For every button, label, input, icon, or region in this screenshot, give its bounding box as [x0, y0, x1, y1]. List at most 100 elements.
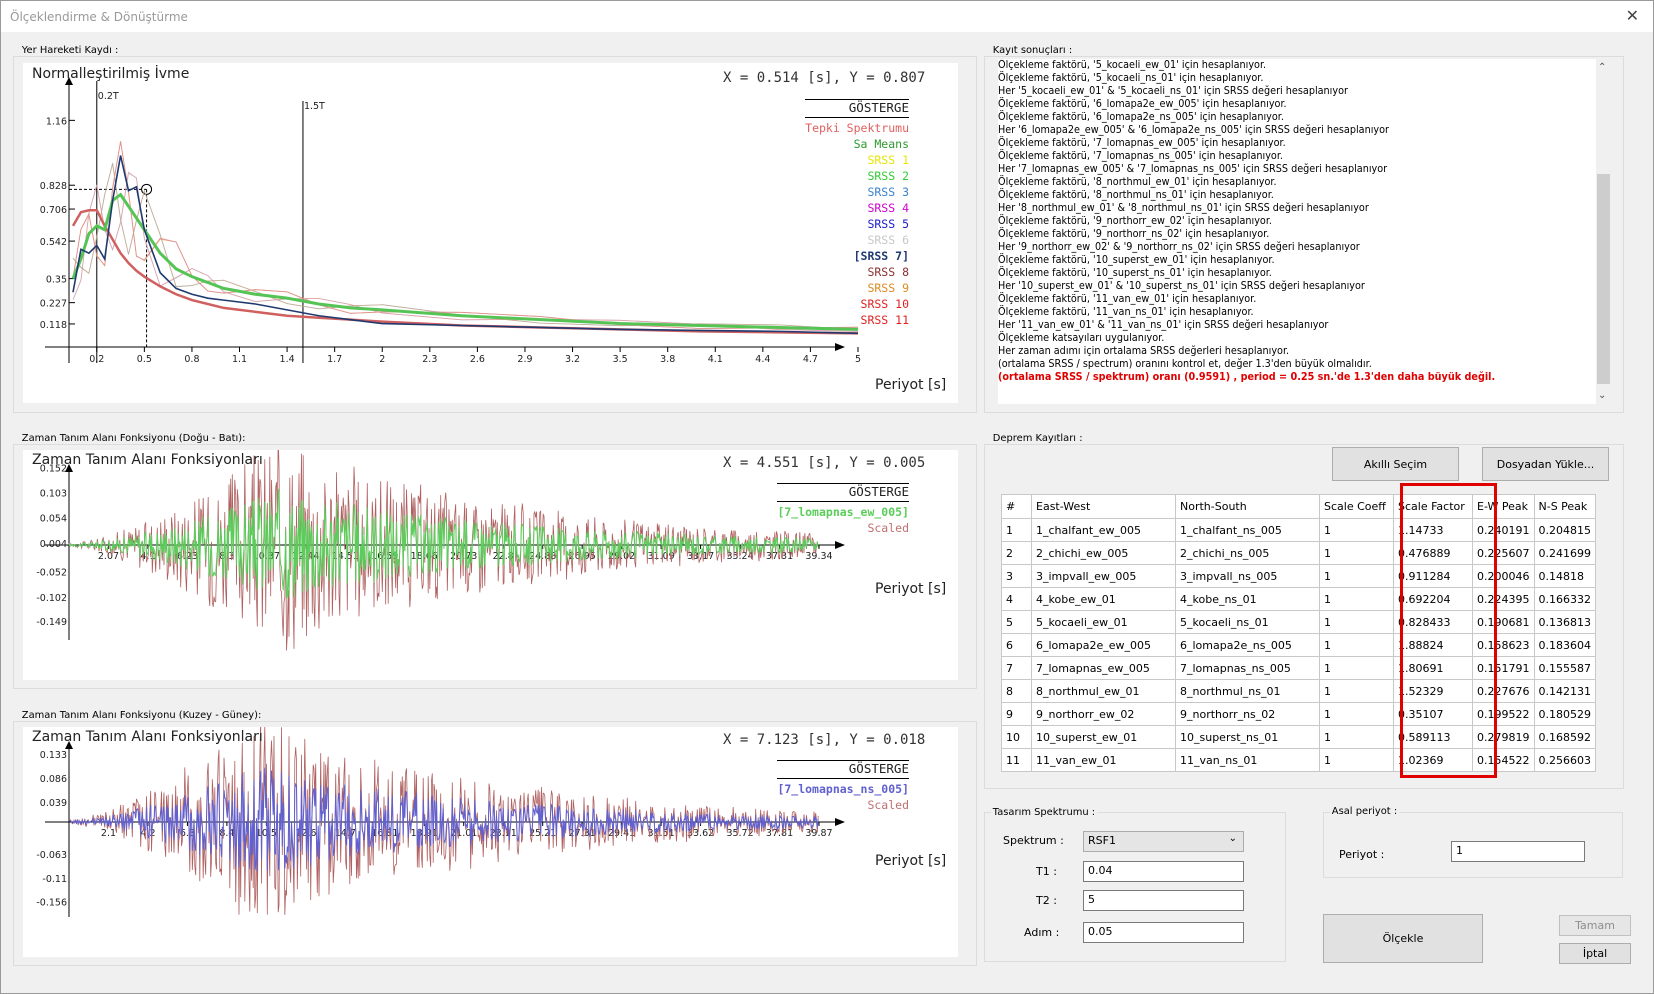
table-cell[interactable]: 10_superst_ns_01	[1175, 725, 1320, 749]
table-cell[interactable]: 3_impvall_ns_005	[1175, 564, 1320, 588]
table-cell[interactable]: 1.52329	[1393, 679, 1473, 703]
table-cell[interactable]: 0.136813	[1533, 610, 1596, 634]
table-cell[interactable]: 1	[1319, 748, 1394, 772]
table-cell[interactable]: 11_van_ew_01	[1031, 748, 1176, 772]
spectrum-plot[interactable]: 0.118 0.227 0.35 0.542 0.706 0.828 1.16 0.2 0.5 0…	[23, 63, 958, 403]
table-cell[interactable]: 0.227676	[1472, 679, 1535, 703]
table-cell[interactable]: 9_northorr_ew_02	[1031, 702, 1176, 726]
table-row[interactable]: 2 2_chichi_ew_005 2_chichi_ns_005 1 0.476889…	[1001, 541, 1596, 565]
table-cell[interactable]: 6_lomapa2e_ns_005	[1175, 633, 1320, 657]
column-header[interactable]: N-S Peak	[1533, 494, 1596, 519]
table-cell[interactable]: 0.828433	[1393, 610, 1473, 634]
table-row[interactable]: 11 11_van_ew_01 11_van_ns_01 1 1.02369 0.1545…	[1001, 748, 1596, 772]
close-icon[interactable]: ✕	[1625, 8, 1639, 25]
table-row[interactable]: 6 6_lomapa2e_ew_005 6_lomapa2e_ns_005 1 1.88…	[1001, 633, 1596, 657]
table-cell[interactable]: 0.225607	[1472, 541, 1535, 565]
scroll-thumb[interactable]	[1597, 174, 1610, 384]
table-cell[interactable]: 1	[1319, 541, 1394, 565]
t2-input[interactable]: 5	[1083, 890, 1244, 911]
table-cell[interactable]: 5_kocaeli_ns_01	[1175, 610, 1320, 634]
table-cell[interactable]: 11	[1001, 748, 1032, 772]
table-cell[interactable]: 1.14733	[1393, 518, 1473, 542]
scroll-down-icon[interactable]: ⌄	[1598, 390, 1607, 401]
table-row[interactable]: 4 4_kobe_ew_01 4_kobe_ns_01 1 0.692204 0.2243…	[1001, 587, 1596, 611]
table-cell[interactable]: 2_chichi_ns_005	[1175, 541, 1320, 565]
table-cell[interactable]: 1	[1319, 702, 1394, 726]
table-row[interactable]: 3 3_impvall_ew_005 3_impvall_ns_005 1 0.9112…	[1001, 564, 1596, 588]
table-cell[interactable]: 6	[1001, 633, 1032, 657]
table-row[interactable]: 9 9_northorr_ew_02 9_northorr_ns_02 1 0.3510…	[1001, 702, 1596, 726]
table-row[interactable]: 10 10_superst_ew_01 10_superst_ns_01 1 0.589…	[1001, 725, 1596, 749]
smart-select-button[interactable]: Akıllı Seçim	[1332, 447, 1459, 481]
table-cell[interactable]: 1	[1001, 518, 1032, 542]
table-cell[interactable]: 0.256603	[1533, 748, 1596, 772]
table-cell[interactable]: 10	[1001, 725, 1032, 749]
ns-plot[interactable]: 0.133 0.086 0.039 -0.063 -0.11 -0.156 2.1 4.2 6.…	[23, 719, 958, 957]
table-cell[interactable]: 1	[1319, 587, 1394, 611]
scroll-up-icon[interactable]: ⌃	[1598, 62, 1607, 73]
table-cell[interactable]: 7	[1001, 656, 1032, 680]
table-cell[interactable]: 11_van_ns_01	[1175, 748, 1320, 772]
column-header[interactable]: #	[1001, 494, 1032, 519]
table-cell[interactable]: 1	[1319, 518, 1394, 542]
table-cell[interactable]: 0.158623	[1472, 633, 1535, 657]
table-cell[interactable]: 0.14818	[1533, 564, 1596, 588]
table-cell[interactable]: 3_impvall_ew_005	[1031, 564, 1176, 588]
table-cell[interactable]: 7_lomapnas_ew_005	[1031, 656, 1176, 680]
table-cell[interactable]: 0.155587	[1533, 656, 1596, 680]
table-cell[interactable]: 3	[1001, 564, 1032, 588]
table-cell[interactable]: 1_chalfant_ew_005	[1031, 518, 1176, 542]
table-cell[interactable]: 0.180529	[1533, 702, 1596, 726]
table-cell[interactable]: 0.166332	[1533, 587, 1596, 611]
load-from-file-button[interactable]: Dosyadan Yükle...	[1482, 447, 1609, 481]
cancel-button[interactable]: İptal	[1559, 943, 1631, 964]
table-cell[interactable]: 0.151791	[1472, 656, 1535, 680]
records-table[interactable]: # East-West North-South Scale Coeff Scale Fa…	[1001, 494, 1596, 772]
table-cell[interactable]: 9_northorr_ns_02	[1175, 702, 1320, 726]
table-cell[interactable]: 0.911284	[1393, 564, 1473, 588]
column-header[interactable]: East-West	[1031, 494, 1176, 519]
table-cell[interactable]: 0.279819	[1472, 725, 1535, 749]
table-cell[interactable]: 0.199522	[1472, 702, 1535, 726]
column-header[interactable]: North-South	[1175, 494, 1320, 519]
scale-button[interactable]: Ölçekle	[1323, 914, 1483, 963]
step-input[interactable]: 0.05	[1083, 922, 1244, 943]
table-row[interactable]: 7 7_lomapnas_ew_005 7_lomapnas_ns_005 1 1.80…	[1001, 656, 1596, 680]
period-input[interactable]: 1	[1451, 841, 1585, 862]
table-cell[interactable]: 1.80691	[1393, 656, 1473, 680]
table-cell[interactable]: 4_kobe_ns_01	[1175, 587, 1320, 611]
ew-plot[interactable]: 0.152 0.103 0.054 0.004 -0.052 -0.102 -0.149 2.…	[23, 437, 958, 680]
ok-button[interactable]: Tamam	[1559, 915, 1631, 936]
table-row[interactable]: 1 1_chalfant_ew_005 1_chalfant_ns_005 1 1.14…	[1001, 518, 1596, 542]
table-cell[interactable]: 2_chichi_ew_005	[1031, 541, 1176, 565]
table-cell[interactable]: 7_lomapnas_ns_005	[1175, 656, 1320, 680]
table-cell[interactable]: 6_lomapa2e_ew_005	[1031, 633, 1176, 657]
table-cell[interactable]: 0.142131	[1533, 679, 1596, 703]
table-cell[interactable]: 1	[1319, 656, 1394, 680]
table-cell[interactable]: 0.589113	[1393, 725, 1473, 749]
table-cell[interactable]: 0.204815	[1533, 518, 1596, 542]
table-cell[interactable]: 0.190681	[1472, 610, 1535, 634]
log-scrollbar[interactable]: ⌃ ⌄	[1596, 59, 1611, 404]
table-row[interactable]: 8 8_northmul_ew_01 8_northmul_ns_01 1 1.5232…	[1001, 679, 1596, 703]
table-cell[interactable]: 0.168592	[1533, 725, 1596, 749]
table-cell[interactable]: 1	[1319, 725, 1394, 749]
table-cell[interactable]: 9	[1001, 702, 1032, 726]
table-cell[interactable]: 1	[1319, 610, 1394, 634]
table-cell[interactable]: 0.154522	[1472, 748, 1535, 772]
table-cell[interactable]: 1.02369	[1393, 748, 1473, 772]
table-cell[interactable]: 1	[1319, 679, 1394, 703]
table-cell[interactable]: 0.35107	[1393, 702, 1473, 726]
table-cell[interactable]: 5_kocaeli_ew_01	[1031, 610, 1176, 634]
t1-input[interactable]: 0.04	[1083, 861, 1244, 882]
table-cell[interactable]: 8_northmul_ns_01	[1175, 679, 1320, 703]
table-cell[interactable]: 0.183604	[1533, 633, 1596, 657]
table-cell[interactable]: 1	[1319, 564, 1394, 588]
spectrum-select[interactable]: RSF1 ⌄	[1083, 831, 1244, 852]
table-cell[interactable]: 0.241699	[1533, 541, 1596, 565]
table-cell[interactable]: 2	[1001, 541, 1032, 565]
table-cell[interactable]: 5	[1001, 610, 1032, 634]
table-cell[interactable]: 4_kobe_ew_01	[1031, 587, 1176, 611]
table-cell[interactable]: 8	[1001, 679, 1032, 703]
table-row[interactable]: 5 5_kocaeli_ew_01 5_kocaeli_ns_01 1 0.828433…	[1001, 610, 1596, 634]
